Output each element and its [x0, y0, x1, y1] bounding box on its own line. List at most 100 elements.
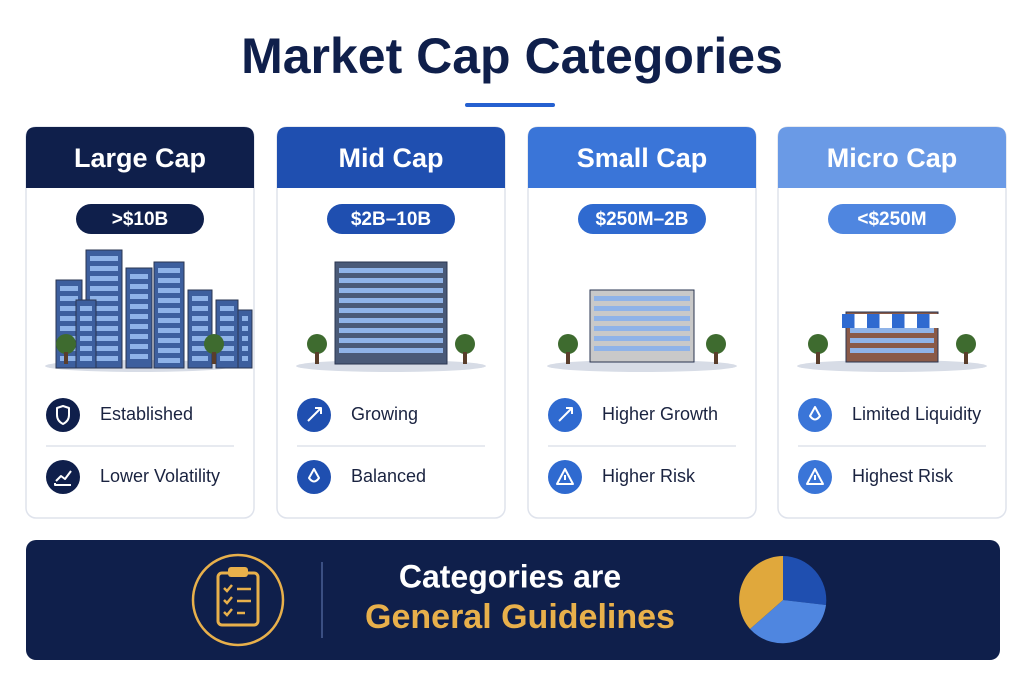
trait-glyph	[556, 468, 574, 485]
range-pill	[327, 204, 455, 234]
windows	[80, 306, 92, 311]
windows	[80, 326, 92, 331]
trait-glyph	[809, 406, 821, 421]
windows	[242, 326, 248, 331]
windows	[130, 324, 148, 329]
windows	[192, 336, 208, 341]
ground	[797, 360, 987, 372]
windows	[220, 326, 234, 331]
windows	[242, 336, 248, 341]
windows	[90, 266, 118, 271]
awning-stripe	[917, 314, 930, 328]
tree-trunk	[714, 352, 718, 364]
windows	[90, 276, 118, 281]
windows	[192, 346, 208, 351]
trait-label: Lower Volatility	[100, 466, 220, 486]
windows	[339, 328, 443, 333]
windows	[80, 346, 92, 351]
awning-stripe	[867, 314, 880, 328]
windows	[339, 308, 443, 313]
trait-glyph	[806, 468, 824, 485]
range-label: $250M–2B	[596, 209, 689, 230]
windows	[594, 316, 690, 321]
card-header	[26, 127, 254, 188]
tree-trunk	[816, 352, 820, 364]
trait-icon	[798, 398, 832, 432]
trait-label: Highest Risk	[852, 466, 954, 486]
windows	[90, 306, 118, 311]
windows	[60, 326, 78, 331]
windows	[90, 286, 118, 291]
range-label: >$10B	[112, 209, 169, 230]
tree	[956, 334, 976, 354]
tree-trunk	[64, 352, 68, 364]
windows	[850, 338, 934, 343]
clipboard-clip	[228, 567, 248, 577]
windows	[339, 278, 443, 283]
range-label: $2B–10B	[351, 209, 431, 230]
card-header	[277, 127, 505, 188]
windows	[60, 296, 78, 301]
windows	[158, 308, 180, 313]
windows	[158, 358, 180, 363]
trait-icon	[297, 460, 331, 494]
clipboard-checks	[223, 584, 251, 617]
windows	[90, 316, 118, 321]
tree	[808, 334, 828, 354]
title-underline	[465, 103, 555, 107]
windows	[192, 326, 208, 331]
title: Market Cap Categories	[241, 28, 783, 84]
tree-trunk	[315, 352, 319, 364]
awning-stripe	[892, 314, 905, 328]
windows	[80, 356, 92, 361]
windows	[192, 356, 208, 361]
trait-glyph	[54, 470, 72, 486]
windows	[130, 304, 148, 309]
tree	[706, 334, 726, 354]
windows	[339, 268, 443, 273]
windows	[60, 316, 78, 321]
windows	[339, 318, 443, 323]
windows	[594, 346, 690, 351]
windows	[90, 296, 118, 301]
windows	[60, 306, 78, 311]
tree-trunk	[566, 352, 570, 364]
pie-slice	[739, 556, 783, 629]
ground	[547, 360, 737, 372]
trait-icon	[46, 398, 80, 432]
windows	[158, 278, 180, 283]
card-title: Micro Cap	[827, 143, 958, 173]
trait-label: Limited Liquidity	[852, 404, 981, 424]
windows	[220, 356, 234, 361]
tree-trunk	[964, 352, 968, 364]
card-header	[528, 127, 756, 188]
windows	[90, 356, 118, 361]
awning-stripe	[879, 314, 892, 328]
trait-label: Balanced	[351, 466, 426, 486]
windows	[130, 294, 148, 299]
tree	[558, 334, 578, 354]
windows	[90, 346, 118, 351]
trait-label: Established	[100, 404, 193, 424]
windows	[192, 306, 208, 311]
windows	[130, 314, 148, 319]
windows	[158, 288, 180, 293]
windows	[158, 268, 180, 273]
pie-icon	[739, 556, 827, 644]
windows	[594, 326, 690, 331]
awning-stripe	[854, 314, 867, 328]
trait-glyph	[307, 407, 322, 422]
windows	[850, 348, 934, 353]
trait-glyph	[56, 405, 70, 425]
windows	[594, 336, 690, 341]
pie-slice	[750, 600, 826, 644]
windows	[90, 336, 118, 341]
card-title: Small Cap	[577, 143, 708, 173]
card-title: Mid Cap	[339, 143, 444, 173]
range-pill	[76, 204, 204, 234]
tree	[455, 334, 475, 354]
windows	[158, 298, 180, 303]
tree-trunk	[463, 352, 467, 364]
windows	[158, 348, 180, 353]
range-label: <$250M	[857, 209, 926, 230]
